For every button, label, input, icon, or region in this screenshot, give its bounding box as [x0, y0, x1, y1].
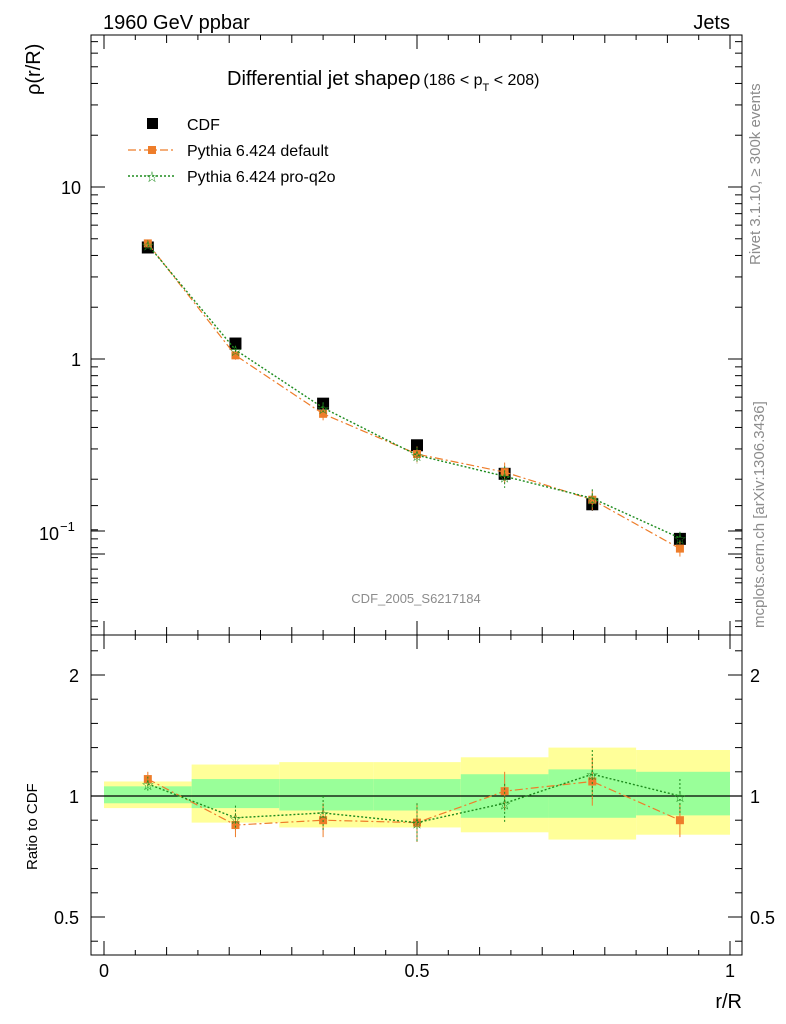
ratio-ytick-2-right: 2 [750, 666, 760, 686]
ratio-pythia-default-point-6 [675, 816, 684, 825]
x-axis-label: r/R [715, 991, 742, 1013]
main-ylabel: ρ(r/R) [23, 44, 45, 95]
ratio-pythia-proq2o-point-1: ☆ [229, 811, 242, 828]
pythia-default-point-1 [231, 351, 240, 360]
legend-label-pythia-proq2o: Pythia 6.424 pro-q2o [187, 169, 336, 186]
title-range-end: < 208) [489, 72, 539, 89]
legend: CDF Pythia 6.424 default ☆ Pythia 6.424 … [128, 117, 336, 186]
legend-label-pythia-default: Pythia 6.424 default [187, 143, 329, 160]
ratio-ytick-2-left: 2 [69, 666, 79, 686]
pythia-proq2o-line [147, 244, 681, 539]
ratio-ylabel: Ratio to CDF [24, 783, 41, 870]
legend-marker-cdf [147, 118, 158, 129]
rivet-label: Rivet 3.1.10, ≥ 300k events [747, 83, 764, 265]
legend-marker-pythia-default [148, 146, 156, 154]
ratio-pythia-default-point-0 [143, 775, 152, 784]
band-green-6 [636, 771, 730, 816]
ratio-ytick-0.5-left: 0.5 [54, 908, 79, 928]
band-green-1 [191, 779, 280, 809]
ratio-pythia-default-point-1 [231, 821, 240, 830]
ratio-ytick-1-left: 1 [69, 787, 79, 807]
data-series: ☆ ☆ ☆ ☆ ☆ ☆ ☆ ☆ ☆ ☆ ☆ ☆ ☆ ☆ [141, 238, 687, 842]
ratio-pythia-proq2o-point-6: ☆ [673, 789, 686, 806]
ratio-pythia-proq2o-point-2: ☆ [316, 806, 329, 823]
band-green-0 [104, 786, 192, 804]
legend-label-cdf: CDF [187, 117, 220, 134]
ratio-pythia-proq2o-point-5: ☆ [586, 767, 599, 784]
ytick-label-0.1-base: 10 [39, 524, 59, 544]
pythia-default-point-3 [413, 450, 421, 459]
ratio-pythia-default-point-5 [588, 777, 597, 786]
ytick-label-10: 10 [61, 178, 81, 198]
pythia-proq2o-point-1: ☆ [229, 343, 242, 360]
ratio-ytick-1-right: 1 [750, 787, 760, 807]
axis-ticks [91, 35, 742, 955]
pythia-proq2o-point-3: ☆ [410, 448, 423, 465]
pythia-default-line [147, 243, 681, 550]
title-text: Differential jet shape [227, 68, 409, 90]
ratio-ytick-0.5-right: 0.5 [750, 908, 775, 928]
ratio-pythia-proq2o-point-3: ☆ [410, 816, 423, 833]
ratio-pythia-proq2o-point-4: ☆ [498, 796, 511, 813]
pythia-proq2o-point-4: ☆ [498, 469, 511, 486]
title-range: (186 < p [423, 72, 482, 89]
ratio-pythia-default-point-4 [500, 787, 509, 796]
xtick-label-0: 0 [99, 961, 109, 981]
title-range-sub: T [483, 82, 490, 94]
header-energy: 1960 GeV ppbar [103, 12, 250, 34]
title-rho: ρ [409, 68, 420, 90]
ytick-label-1: 1 [71, 350, 81, 370]
cdf-point-3 [411, 439, 423, 452]
pythia-proq2o-point-5: ☆ [586, 491, 599, 508]
ratio-pythia-proq2o-point-0: ☆ [141, 777, 154, 794]
pythia-default-point-6 [675, 544, 684, 553]
pythia-proq2o-point-2: ☆ [316, 401, 329, 418]
band-green-2 [279, 779, 374, 811]
xtick-label-1: 1 [725, 961, 735, 981]
analysis-watermark: CDF_2005_S6217184 [351, 591, 480, 606]
ytick-label-0.1-exponent: −1 [60, 519, 75, 534]
pythia-default-point-5 [588, 495, 597, 504]
pythia-proq2o-point-6: ☆ [673, 531, 686, 548]
ytick-label-0.1: 10 [39, 524, 59, 544]
xtick-label-0.5: 0.5 [404, 961, 429, 981]
pythia-default-point-2 [319, 409, 328, 418]
pythia-proq2o-point-0: ☆ [141, 238, 154, 255]
mcplots-label: mcplots.cern.ch [arXiv:1306.3436] [751, 401, 768, 628]
header-category: Jets [693, 12, 730, 34]
legend-marker-pythia-proq2o: ☆ [145, 169, 158, 186]
main-title: Differential jet shapeρ (186 < pT < 208) [227, 68, 540, 94]
cdf-point-6 [673, 532, 686, 545]
